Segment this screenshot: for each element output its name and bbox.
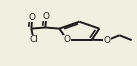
- Text: O: O: [63, 35, 71, 44]
- Text: O: O: [29, 13, 36, 22]
- Text: Cl: Cl: [29, 35, 38, 44]
- Text: O: O: [104, 36, 111, 45]
- Text: O: O: [43, 12, 50, 21]
